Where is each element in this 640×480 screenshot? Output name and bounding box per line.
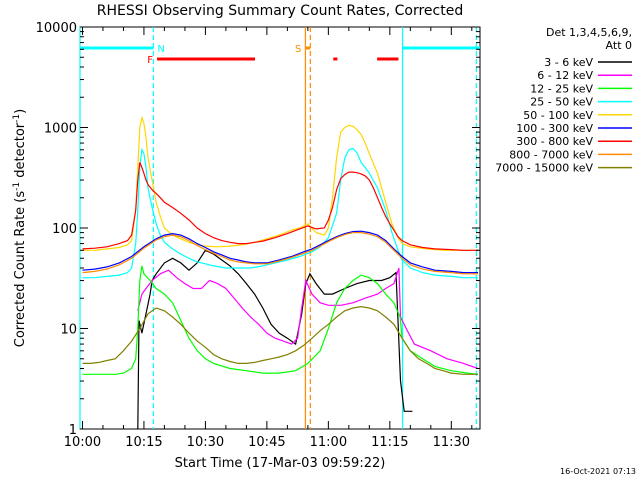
legend-label: 300 - 800 keV (516, 135, 593, 148)
y-axis-label-exp1: -1 (12, 182, 22, 191)
x-axis-label: Start Time (17-Mar-03 09:59:22) (175, 456, 386, 471)
y-tick-label: 10000 (36, 21, 77, 36)
legend-title-line-1: Det 1,3,4,5,6,9, (546, 26, 632, 39)
legend-label: 25 - 50 keV (530, 96, 593, 109)
series-line-2 (82, 265, 479, 375)
series-line-7 (82, 232, 478, 275)
series-line-0 (137, 249, 413, 429)
x-tick-label: 10:45 (248, 435, 285, 450)
series-line-3 (82, 147, 478, 279)
x-tick-label: 10:15 (125, 435, 162, 450)
x-tick-label: 11:00 (310, 435, 347, 450)
y-axis-label-exp2: -1 (12, 114, 22, 123)
footer-timestamp: 16-Oct-2021 07:13 (560, 467, 636, 476)
legend-label: 6 - 12 keV (537, 69, 593, 82)
x-tick-label: 10:30 (187, 435, 224, 450)
y-tick-label: 1000 (44, 122, 77, 137)
annotation-layer: N S F (79, 27, 480, 429)
legend-label: 12 - 25 keV (530, 82, 593, 95)
flare-bar-label: F (147, 55, 153, 66)
legend-title-line-2: Att 0 (606, 39, 632, 52)
y-axis: 1 10 100 1000 10000 (36, 21, 480, 438)
legend-label: 3 - 6 keV (544, 56, 593, 69)
legend-label: 800 - 7000 keV (509, 148, 593, 161)
y-tick-label: 10 (60, 323, 77, 338)
series-line-1 (137, 267, 479, 370)
y-axis-label: Corrected Count Rate (s-1 detector-1) (12, 109, 28, 347)
chart-title: RHESSI Observing Summary Count Rates, Co… (97, 3, 463, 19)
y-axis-label-close: ) (13, 109, 28, 114)
x-tick-label: 10:00 (64, 435, 101, 450)
series-line-6 (82, 162, 478, 251)
series-layer (82, 115, 479, 429)
saa-bar-label: S (295, 44, 301, 55)
x-tick-label: 11:15 (371, 435, 408, 450)
y-axis-label-main: Corrected Count Rate (s (13, 191, 28, 348)
y-axis-label-mid: detector (13, 122, 28, 182)
legend-label: 7000 - 15000 keV (495, 162, 593, 175)
y-tick-label: 1 (69, 423, 77, 438)
night-bar-label: N (157, 44, 164, 55)
series-line-8 (82, 305, 478, 375)
series-line-5 (82, 230, 478, 274)
plot-frame (79, 26, 481, 430)
x-tick-label: 11:30 (433, 435, 470, 450)
series-line-4 (82, 115, 478, 251)
x-axis: 10:00 10:15 10:30 10:45 11:00 11:15 11:30 (64, 27, 473, 450)
legend-label: 50 - 100 keV (523, 109, 593, 122)
y-tick-label: 100 (52, 222, 77, 237)
legend-label: 100 - 300 keV (516, 122, 593, 135)
